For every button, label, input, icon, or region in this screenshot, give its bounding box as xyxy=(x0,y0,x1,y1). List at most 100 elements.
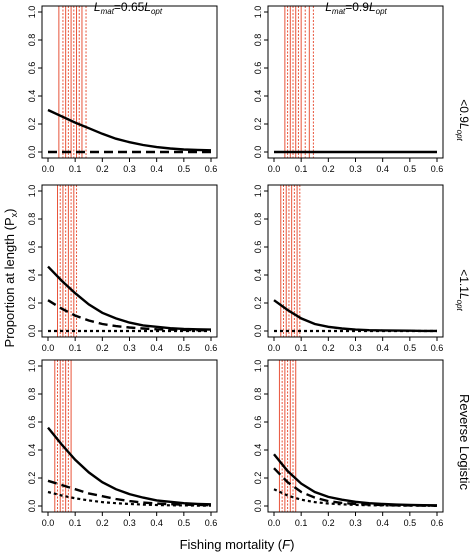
column-title-0-l: L xyxy=(94,0,101,14)
panels-group: 0.0 0.2 0.4 0.6 0.8 1.0 0.0 0.1 0.2 0.3 0.4 0.5 0.6 0… xyxy=(27,5,444,528)
x-tick-label: 0.2 xyxy=(322,343,335,353)
y-tick-label: 1.0 xyxy=(27,185,37,198)
x-tick-label: 0.1 xyxy=(69,343,82,353)
x-tick-label: 0.6 xyxy=(431,518,444,528)
panel-0-1: 0.0 0.2 0.4 0.6 0.8 1.0 0.0 0.1 0.2 0.3 0.4 0.5 0.6 xyxy=(253,5,444,174)
column-title-0-sub: mat xyxy=(101,7,115,16)
x-axis-label-italic: F xyxy=(282,537,291,552)
y-tick-label: 0.8 xyxy=(253,213,263,226)
y-tick-label: 0.8 xyxy=(253,34,263,47)
y-tick-label: 1.0 xyxy=(27,360,37,373)
y-tick-label: 0.0 xyxy=(27,325,37,338)
x-axis-label-close: ) xyxy=(290,537,294,552)
series-line-solid xyxy=(273,299,437,333)
y-tick-label: 0.2 xyxy=(253,297,263,310)
y-tick-label: 0.6 xyxy=(253,62,263,75)
plot-area xyxy=(273,360,438,512)
row-label-1-l: L xyxy=(457,293,471,300)
y-tick-label: 0.2 xyxy=(253,118,263,131)
x-tick-label: 0.6 xyxy=(431,164,444,174)
y-axis-label-close: ) xyxy=(2,209,17,213)
series-line-solid xyxy=(273,453,438,507)
x-tick-label: 0.5 xyxy=(404,518,417,528)
series-line-solid xyxy=(47,265,212,331)
panel-1-0: 0.0 0.2 0.4 0.6 0.8 1.0 0.0 0.1 0.2 0.3 0.4 0.5 0.6 xyxy=(27,184,218,353)
y-tick-label: 0.4 xyxy=(253,269,263,282)
x-axis-label-text: Fishing mortality ( xyxy=(180,537,283,552)
column-title-0-l2: L xyxy=(144,0,151,14)
y-axis-label-text: Proportion at length (P xyxy=(2,217,17,347)
y-tick-label: 0.2 xyxy=(27,118,37,131)
x-tick-label: 0.1 xyxy=(295,518,308,528)
panel-border xyxy=(267,5,444,159)
x-tick-label: 0.4 xyxy=(150,164,163,174)
row-label-1-sub: opt xyxy=(455,300,464,312)
y-tick-label: 0.4 xyxy=(253,90,263,103)
plot-area xyxy=(47,360,212,512)
x-tick-label: 0.0 xyxy=(268,518,281,528)
y-tick-label: 0.0 xyxy=(253,146,263,159)
x-tick-label: 0.4 xyxy=(376,518,389,528)
y-axis-label-sub: x xyxy=(9,212,19,217)
x-tick-label: 0.4 xyxy=(150,343,163,353)
row-label-0-sub: opt xyxy=(455,130,464,142)
x-tick-label: 0.2 xyxy=(96,164,109,174)
panel-1-1: 0.0 0.2 0.4 0.6 0.8 1.0 0.0 0.1 0.2 0.3 0.4 0.5 0.6 xyxy=(253,184,444,353)
series-line-dashed xyxy=(47,299,212,332)
series-line-dotted xyxy=(273,488,438,507)
column-title-1-l2: L xyxy=(369,0,376,14)
y-tick-label: 0.4 xyxy=(27,90,37,103)
plot-area xyxy=(47,6,212,158)
x-tick-label: 0.5 xyxy=(404,343,417,353)
row-label-2: Reverse Logistic xyxy=(457,394,472,491)
y-tick-label: 1.0 xyxy=(253,185,263,198)
x-tick-label: 0.2 xyxy=(322,518,335,528)
plot-area xyxy=(274,6,437,158)
x-tick-label: 0.3 xyxy=(349,518,362,528)
x-tick-label: 0.3 xyxy=(123,164,136,174)
x-tick-label: 0.0 xyxy=(42,343,55,353)
plot-area xyxy=(47,185,212,337)
y-tick-label: 0.6 xyxy=(27,241,37,254)
y-tick-label: 1.0 xyxy=(253,360,263,373)
column-title-1-l: L xyxy=(325,0,332,14)
y-tick-label: 0.8 xyxy=(27,213,37,226)
x-tick-label: 0.3 xyxy=(123,518,136,528)
x-tick-label: 0.1 xyxy=(69,518,82,528)
series-line-solid xyxy=(47,426,212,506)
x-tick-label: 0.6 xyxy=(205,164,218,174)
series-line-dashed xyxy=(273,467,438,507)
row-label-2-prefix: Reverse Logistic xyxy=(457,394,472,491)
x-tick-label: 0.3 xyxy=(349,343,362,353)
y-tick-label: 0.4 xyxy=(253,444,263,457)
series-line-dashed xyxy=(47,479,212,507)
x-tick-label: 0.0 xyxy=(268,164,281,174)
x-tick-label: 0.5 xyxy=(178,518,191,528)
y-tick-label: 1.0 xyxy=(27,6,37,19)
x-tick-label: 0.5 xyxy=(404,164,417,174)
y-tick-label: 0.0 xyxy=(27,146,37,159)
x-tick-label: 0.4 xyxy=(376,343,389,353)
x-tick-label: 0.2 xyxy=(322,164,335,174)
x-tick-label: 0.3 xyxy=(123,343,136,353)
x-tick-label: 0.0 xyxy=(42,164,55,174)
row-label-1: <1.1Lopt xyxy=(455,269,471,311)
column-title-1-sub2: opt xyxy=(376,7,388,16)
x-tick-label: 0.2 xyxy=(96,343,109,353)
series-line-solid xyxy=(47,108,212,152)
panel-border xyxy=(267,359,444,513)
y-tick-label: 0.6 xyxy=(27,416,37,429)
y-tick-label: 0.2 xyxy=(253,472,263,485)
panel-0-0: 0.0 0.2 0.4 0.6 0.8 1.0 0.0 0.1 0.2 0.3 0.4 0.5 0.6 xyxy=(27,5,218,174)
column-title-0: Lmat=0.65Lopt xyxy=(94,0,163,16)
y-tick-label: 0.2 xyxy=(27,472,37,485)
x-tick-label: 0.3 xyxy=(349,164,362,174)
y-tick-label: 0.0 xyxy=(253,325,263,338)
y-tick-label: 0.4 xyxy=(27,444,37,457)
y-tick-label: 0.8 xyxy=(253,388,263,401)
x-tick-label: 0.6 xyxy=(431,343,444,353)
row-label-0: <0.9Lopt xyxy=(455,99,471,141)
x-tick-label: 0.0 xyxy=(268,343,281,353)
column-title-0-sub2: opt xyxy=(151,7,163,16)
